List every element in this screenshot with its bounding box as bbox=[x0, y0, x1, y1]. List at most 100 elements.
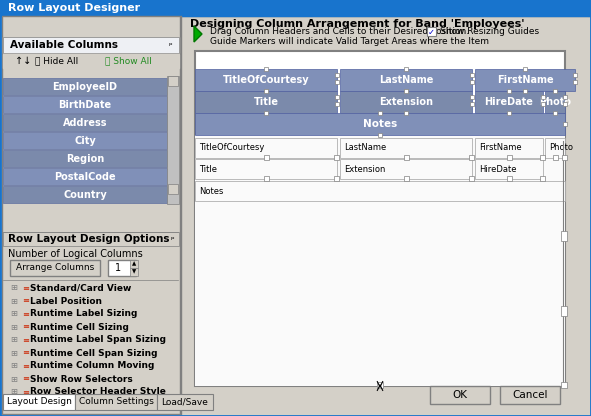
Bar bbox=[195, 113, 565, 135]
Bar bbox=[130, 260, 138, 268]
Text: ⊞: ⊞ bbox=[10, 322, 17, 332]
Bar bbox=[507, 176, 512, 181]
Bar bbox=[75, 394, 157, 410]
Bar bbox=[3, 37, 179, 53]
Bar bbox=[264, 89, 268, 93]
Text: TitleOfCourtesy: TitleOfCourtesy bbox=[223, 75, 309, 85]
Bar bbox=[563, 122, 567, 126]
Text: 🗀 Show All: 🗀 Show All bbox=[105, 57, 152, 65]
Bar bbox=[264, 89, 268, 93]
Text: Load/Save: Load/Save bbox=[161, 398, 209, 406]
Text: LastName: LastName bbox=[379, 75, 433, 85]
Text: Layout Design: Layout Design bbox=[7, 398, 72, 406]
Text: Label Position: Label Position bbox=[30, 297, 102, 305]
Bar bbox=[523, 89, 527, 93]
Bar bbox=[3, 232, 179, 246]
Bar bbox=[195, 91, 337, 113]
Bar bbox=[195, 51, 565, 386]
Bar bbox=[340, 138, 472, 158]
Bar bbox=[507, 111, 511, 115]
Bar bbox=[3, 186, 167, 203]
Text: ⊞: ⊞ bbox=[10, 349, 17, 357]
Bar bbox=[3, 114, 167, 131]
Text: Country: Country bbox=[63, 190, 107, 200]
Text: ≡: ≡ bbox=[22, 283, 29, 292]
Text: HireDate: HireDate bbox=[479, 164, 517, 173]
Text: 1: 1 bbox=[115, 263, 121, 273]
Text: Title: Title bbox=[199, 164, 217, 173]
Bar bbox=[540, 176, 545, 181]
Bar bbox=[195, 69, 337, 91]
Text: Photo: Photo bbox=[539, 97, 571, 107]
Text: ≡: ≡ bbox=[22, 387, 29, 396]
Bar bbox=[264, 176, 269, 181]
Bar bbox=[0, 0, 591, 16]
Text: Available Columns: Available Columns bbox=[10, 40, 118, 50]
Bar bbox=[167, 76, 179, 204]
Bar bbox=[475, 91, 543, 113]
Bar bbox=[469, 176, 474, 181]
Text: Designing Column Arrangement for Band 'Employees': Designing Column Arrangement for Band 'E… bbox=[190, 19, 524, 29]
Bar bbox=[563, 95, 567, 99]
Bar bbox=[182, 18, 588, 406]
Text: Extension: Extension bbox=[379, 97, 433, 107]
Bar bbox=[378, 133, 382, 137]
Bar bbox=[545, 138, 565, 158]
Text: Show Resizing Guides: Show Resizing Guides bbox=[440, 27, 539, 37]
Text: Runtime Column Moving: Runtime Column Moving bbox=[30, 362, 154, 371]
Bar bbox=[541, 102, 545, 106]
Bar bbox=[335, 95, 339, 99]
Bar bbox=[561, 231, 567, 241]
Bar bbox=[264, 155, 269, 160]
Bar bbox=[340, 159, 472, 179]
Bar bbox=[340, 91, 472, 113]
Bar bbox=[475, 138, 543, 158]
Text: PostalCode: PostalCode bbox=[54, 172, 116, 182]
Bar bbox=[195, 135, 565, 386]
Bar bbox=[3, 132, 167, 149]
Text: Runtime Label Span Sizing: Runtime Label Span Sizing bbox=[30, 335, 166, 344]
Text: Row Layout Designer: Row Layout Designer bbox=[8, 3, 140, 13]
Bar bbox=[3, 394, 75, 410]
Text: ᵖ: ᵖ bbox=[168, 40, 172, 50]
Bar bbox=[561, 306, 567, 316]
Bar bbox=[195, 138, 337, 158]
Bar bbox=[404, 89, 408, 93]
Text: Address: Address bbox=[63, 118, 107, 128]
Text: Row Selector Header Style: Row Selector Header Style bbox=[30, 387, 166, 396]
Bar bbox=[340, 69, 472, 91]
Text: Standard/Card View: Standard/Card View bbox=[30, 283, 131, 292]
Text: FirstName: FirstName bbox=[479, 144, 522, 153]
Text: ≡: ≡ bbox=[22, 374, 29, 384]
Text: Guide Markers will indicate Valid Target Areas where the Item: Guide Markers will indicate Valid Target… bbox=[210, 37, 489, 45]
Bar bbox=[507, 89, 511, 93]
Bar bbox=[545, 91, 565, 113]
Text: Row Layout Design Options: Row Layout Design Options bbox=[8, 234, 170, 244]
Text: Notes: Notes bbox=[199, 186, 223, 196]
Text: Runtime Cell Span Sizing: Runtime Cell Span Sizing bbox=[30, 349, 157, 357]
Bar bbox=[3, 78, 167, 95]
Bar bbox=[404, 89, 408, 93]
Text: Drag Column Headers and Cells to their Desired Position.: Drag Column Headers and Cells to their D… bbox=[210, 27, 469, 35]
Bar bbox=[377, 382, 383, 388]
Text: Column Settings: Column Settings bbox=[79, 398, 154, 406]
Text: Show Row Selectors: Show Row Selectors bbox=[30, 374, 133, 384]
Text: HireDate: HireDate bbox=[485, 97, 534, 107]
Text: ≡: ≡ bbox=[22, 349, 29, 357]
Bar bbox=[404, 155, 409, 160]
Bar bbox=[195, 181, 565, 201]
Bar bbox=[541, 95, 545, 99]
Text: FirstName: FirstName bbox=[496, 75, 553, 85]
Text: ⊞: ⊞ bbox=[10, 362, 17, 371]
Text: LastName: LastName bbox=[344, 144, 387, 153]
Text: ▲: ▲ bbox=[132, 262, 136, 267]
Bar bbox=[470, 80, 474, 84]
Bar bbox=[475, 159, 543, 179]
Bar bbox=[3, 150, 167, 167]
Bar bbox=[523, 67, 527, 71]
Text: Runtime Label Sizing: Runtime Label Sizing bbox=[30, 310, 137, 319]
Bar bbox=[553, 89, 557, 93]
Bar bbox=[404, 67, 408, 71]
Bar bbox=[378, 111, 382, 115]
Text: Region: Region bbox=[66, 154, 104, 164]
